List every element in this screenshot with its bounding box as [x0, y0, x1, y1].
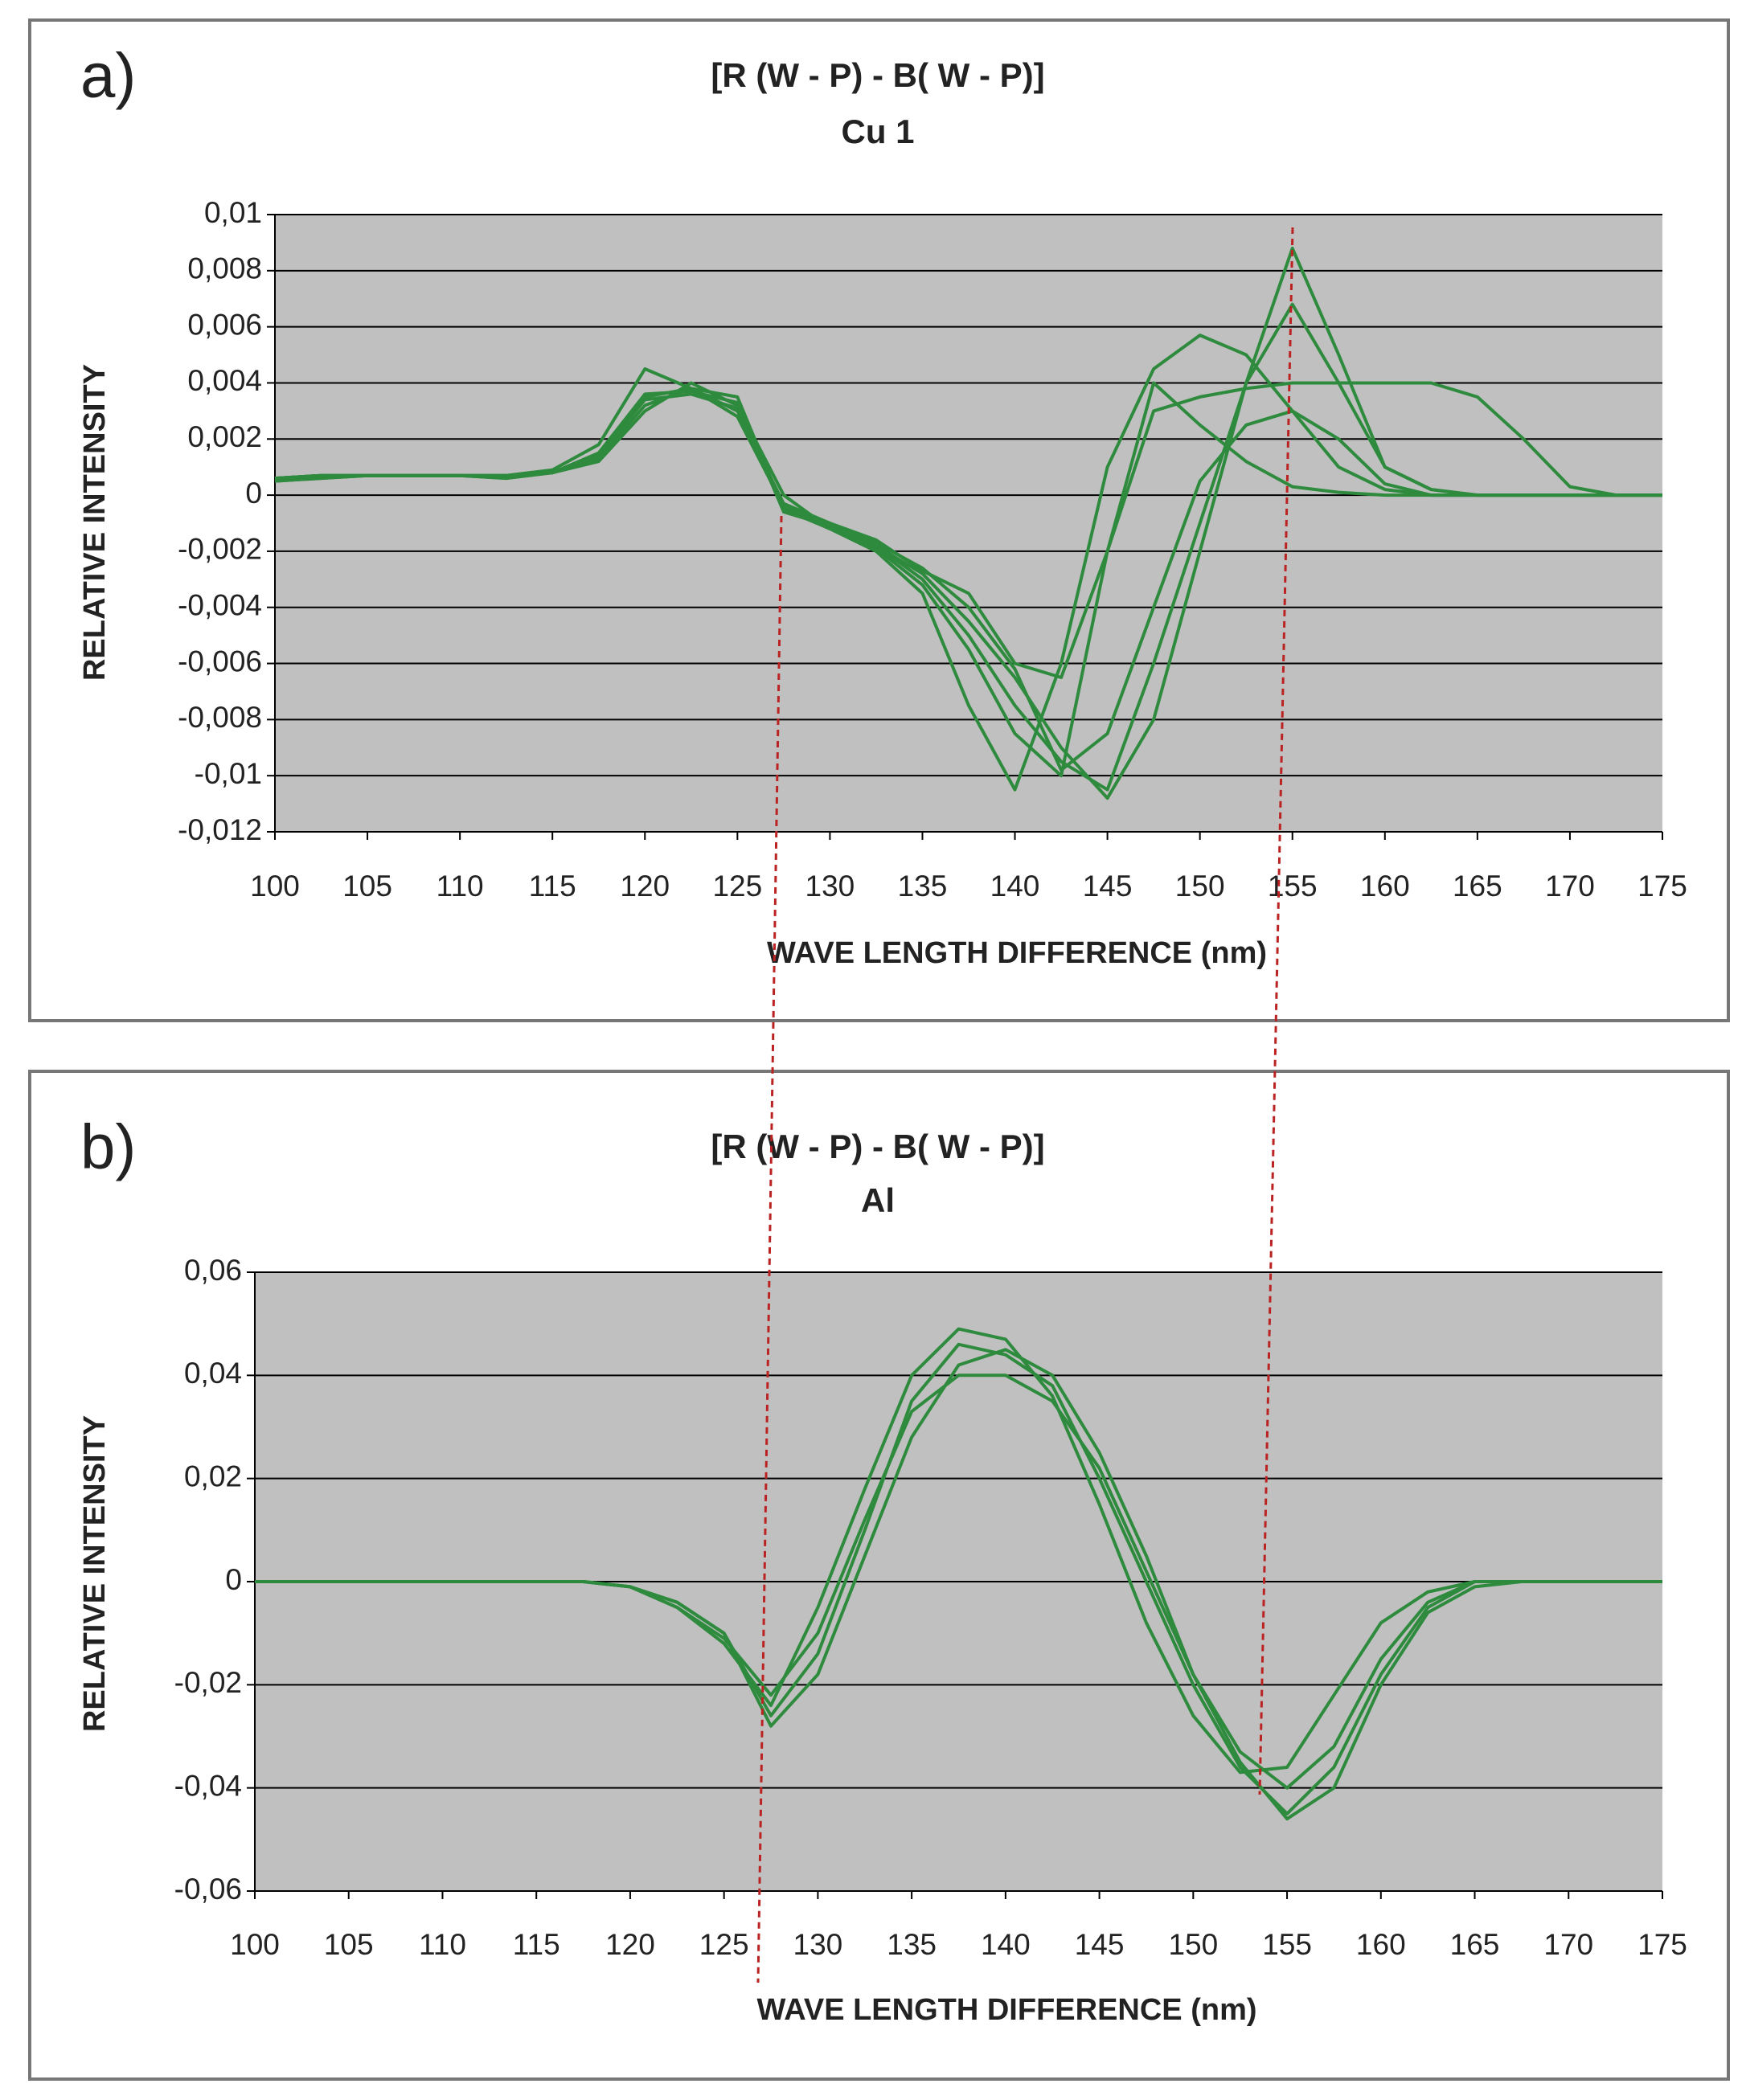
y-tick-label: 0,04: [184, 1357, 242, 1390]
y-tick-label: 0,002: [187, 420, 262, 453]
chart-subtitle: Cu 1: [841, 113, 914, 150]
y-tick-label: -0,012: [178, 813, 262, 846]
x-tick-label: 170: [1543, 1928, 1593, 1961]
y-tick-label: -0,006: [178, 645, 262, 677]
y-tick-label: 0,02: [184, 1459, 242, 1492]
y-tick-label: -0,02: [174, 1666, 242, 1699]
x-tick-label: 175: [1637, 1928, 1687, 1961]
y-tick-label: -0,01: [195, 757, 262, 790]
chart-title: [R (W - P) - B( W - P)]: [711, 1128, 1044, 1165]
x-tick-label: 150: [1168, 1928, 1218, 1961]
guide-line: [756, 515, 783, 1983]
series-line: [255, 1342, 1662, 1815]
x-tick-label: 160: [1356, 1928, 1406, 1961]
chart-subtitle: Al: [861, 1181, 895, 1219]
x-tick-label: 115: [529, 870, 576, 903]
x-tick-label: 120: [620, 870, 670, 903]
x-tick-label: 170: [1545, 870, 1595, 903]
x-tick-label: 120: [605, 1928, 655, 1961]
y-tick-label: -0,06: [174, 1873, 242, 1906]
x-tick-label: 130: [805, 870, 855, 903]
x-tick-label: 150: [1175, 870, 1225, 903]
y-tick-label: 0,01: [204, 196, 262, 229]
y-tick-label: 0: [245, 477, 262, 510]
y-tick-label: -0,002: [178, 533, 262, 566]
x-tick-label: 115: [513, 1928, 560, 1961]
x-tick-label: 140: [981, 1928, 1031, 1961]
panel-label: b): [80, 1111, 136, 1182]
x-tick-label: 140: [990, 870, 1040, 903]
x-tick-label: 110: [437, 870, 484, 903]
series-line: [274, 392, 1662, 772]
y-tick-label: 0,008: [187, 252, 262, 285]
x-tick-label: 100: [250, 870, 300, 903]
y-tick-label: 0,006: [187, 308, 262, 341]
y-axis-title: RELATIVE INTENSITY: [78, 364, 112, 681]
x-axis-title: WAVE LENGTH DIFFERENCE (nm): [767, 936, 1267, 970]
x-tick-label: 105: [324, 1928, 374, 1961]
y-tick-label: 0,004: [187, 364, 262, 397]
x-tick-label: 125: [712, 870, 762, 903]
x-tick-label: 135: [898, 870, 948, 903]
guide-line: [1258, 227, 1294, 1795]
plot-area: [275, 215, 1662, 832]
y-axis-title: RELATIVE INTENSITY: [78, 1415, 112, 1732]
x-tick-label: 105: [342, 870, 392, 903]
panel-label: a): [80, 40, 136, 111]
x-tick-label: 125: [699, 1928, 749, 1961]
x-tick-label: 175: [1637, 870, 1687, 903]
x-tick-label: 165: [1453, 870, 1502, 903]
x-tick-label: 110: [419, 1928, 466, 1961]
x-tick-label: 135: [887, 1928, 937, 1961]
y-tick-label: -0,008: [178, 701, 262, 734]
y-tick-label: -0,004: [178, 589, 262, 622]
x-tick-label: 155: [1268, 870, 1318, 903]
x-tick-label: 155: [1262, 1928, 1312, 1961]
y-tick-label: -0,04: [174, 1769, 242, 1802]
x-tick-label: 130: [793, 1928, 843, 1961]
charts: a) [R (W - P) - B( W - P)] Cu 1 WAVE LENGTH…: [78, 40, 1687, 2027]
y-tick-label: 0: [225, 1563, 242, 1596]
x-axis-title: WAVE LENGTH DIFFERENCE (nm): [756, 1993, 1256, 2027]
x-tick-label: 145: [1075, 1928, 1125, 1961]
x-tick-label: 160: [1360, 870, 1410, 903]
x-tick-label: 100: [230, 1928, 280, 1961]
x-tick-label: 145: [1083, 870, 1133, 903]
x-tick-label: 165: [1450, 1928, 1500, 1961]
y-tick-label: 0,06: [184, 1254, 242, 1287]
chart-title: [R (W - P) - B( W - P)]: [711, 56, 1044, 94]
